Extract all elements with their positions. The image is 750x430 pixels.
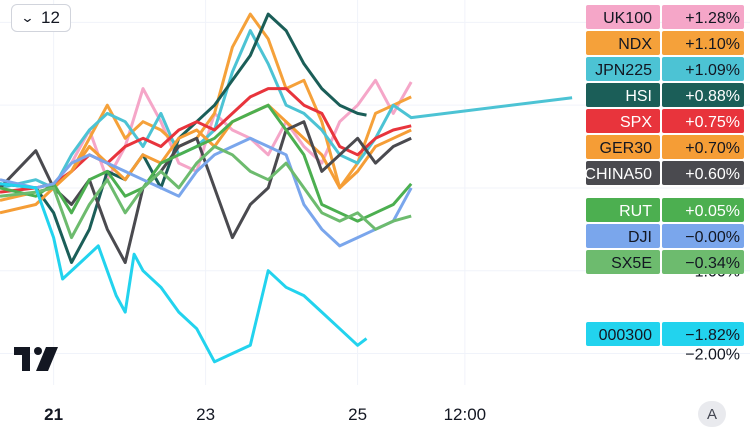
tag-value-box [662,135,744,159]
x-tick-label: 21 [44,405,63,424]
series-value-label: +0.05% [685,203,740,220]
series-value-tags: UK100 +1.28% NDX +1.10% JPN225 +1.09% HSI +0.88… [584,5,744,346]
tag-value-box [662,109,744,133]
series-name-label: GER30 [600,140,653,157]
series-lines [0,12,573,364]
value-tag-rut: RUT +0.05% [586,198,744,222]
tag-value-box [662,161,744,185]
series-name-label: SPX [620,114,652,131]
tag-name-box [586,198,660,222]
series-line-rut [0,103,413,223]
tag-value-box [662,31,744,55]
series-name-label: UK100 [603,10,652,27]
series-name-label: SX5E [611,255,652,272]
tag-name-box [586,5,660,29]
tag-name-box [586,250,660,274]
series-value-label: +1.10% [685,36,740,53]
value-tag-dji: DJI −0.00% [586,224,744,248]
interval-button[interactable]: ⌄ 12 [11,4,71,32]
series-line-000300 [0,182,368,364]
tag-value-box [662,57,744,81]
value-tag-jpn225: JPN225 +1.09% [586,57,744,81]
series-value-label: +0.75% [685,114,740,131]
value-tag-ndx: NDX +1.10% [586,31,744,55]
value-tag-ger30: GER30 +0.70% [586,135,744,159]
auto-scale-button[interactable]: A [698,401,726,427]
value-tag-sx5e: SX5E −0.34% [586,250,744,274]
auto-scale-label: A [706,405,717,423]
x-axis-labels: 21 23 25 12:00 [44,405,486,424]
tag-value-box [662,322,744,346]
series-name-label: DJI [628,229,652,246]
tradingview-logo [14,347,58,371]
y-tick-label: −2.00% [685,347,740,364]
x-tick-label: 12:00 [444,405,487,424]
value-tag-hsi: HSI +0.88% [586,83,744,107]
tag-name-box [586,135,660,159]
tag-value-box [662,5,744,29]
series-value-label: −0.34% [685,255,740,272]
tag-name-box [586,161,660,185]
interval-label: 12 [40,8,60,27]
series-name-label: NDX [618,36,652,53]
value-tag-china50: CHINA50 +0.60% [584,161,744,185]
series-value-label: +0.60% [685,166,740,183]
series-value-label: +1.28% [685,10,740,27]
series-name-label: CHINA50 [584,166,652,183]
value-tag-uk100: UK100 +1.28% [586,5,744,29]
tag-value-box [662,198,744,222]
tag-name-box [586,224,660,248]
x-tick-label: 23 [196,405,215,424]
tag-name-box [586,83,660,107]
series-name-label: JPN225 [595,62,652,79]
value-tag-000300: 000300 −1.82% [586,322,744,346]
tag-name-box [586,109,660,133]
series-name-label: HSI [625,88,652,105]
series-line-dji [0,136,413,248]
series-line-ndx [0,12,412,202]
tag-value-box [662,224,744,248]
tag-name-box [586,322,660,346]
x-tick-label: 25 [348,405,367,424]
series-name-label: RUT [619,203,652,220]
tag-value-box [662,83,744,107]
series-line-hsi [0,12,367,264]
series-value-label: +0.88% [685,88,740,105]
series-value-label: +1.09% [685,62,740,79]
series-value-label: −1.82% [685,327,740,344]
tag-name-box [586,57,660,81]
series-line-jpn225 [0,29,573,190]
series-line-sx5e [0,145,412,240]
series-value-label: −0.00% [685,229,740,246]
chevron-down-icon: ⌄ [20,10,35,25]
tag-value-box [662,250,744,274]
value-tag-spx: SPX +0.75% [586,109,744,133]
tag-name-box [586,31,660,55]
series-name-label: 000300 [599,327,652,344]
series-value-label: +0.70% [685,140,740,157]
